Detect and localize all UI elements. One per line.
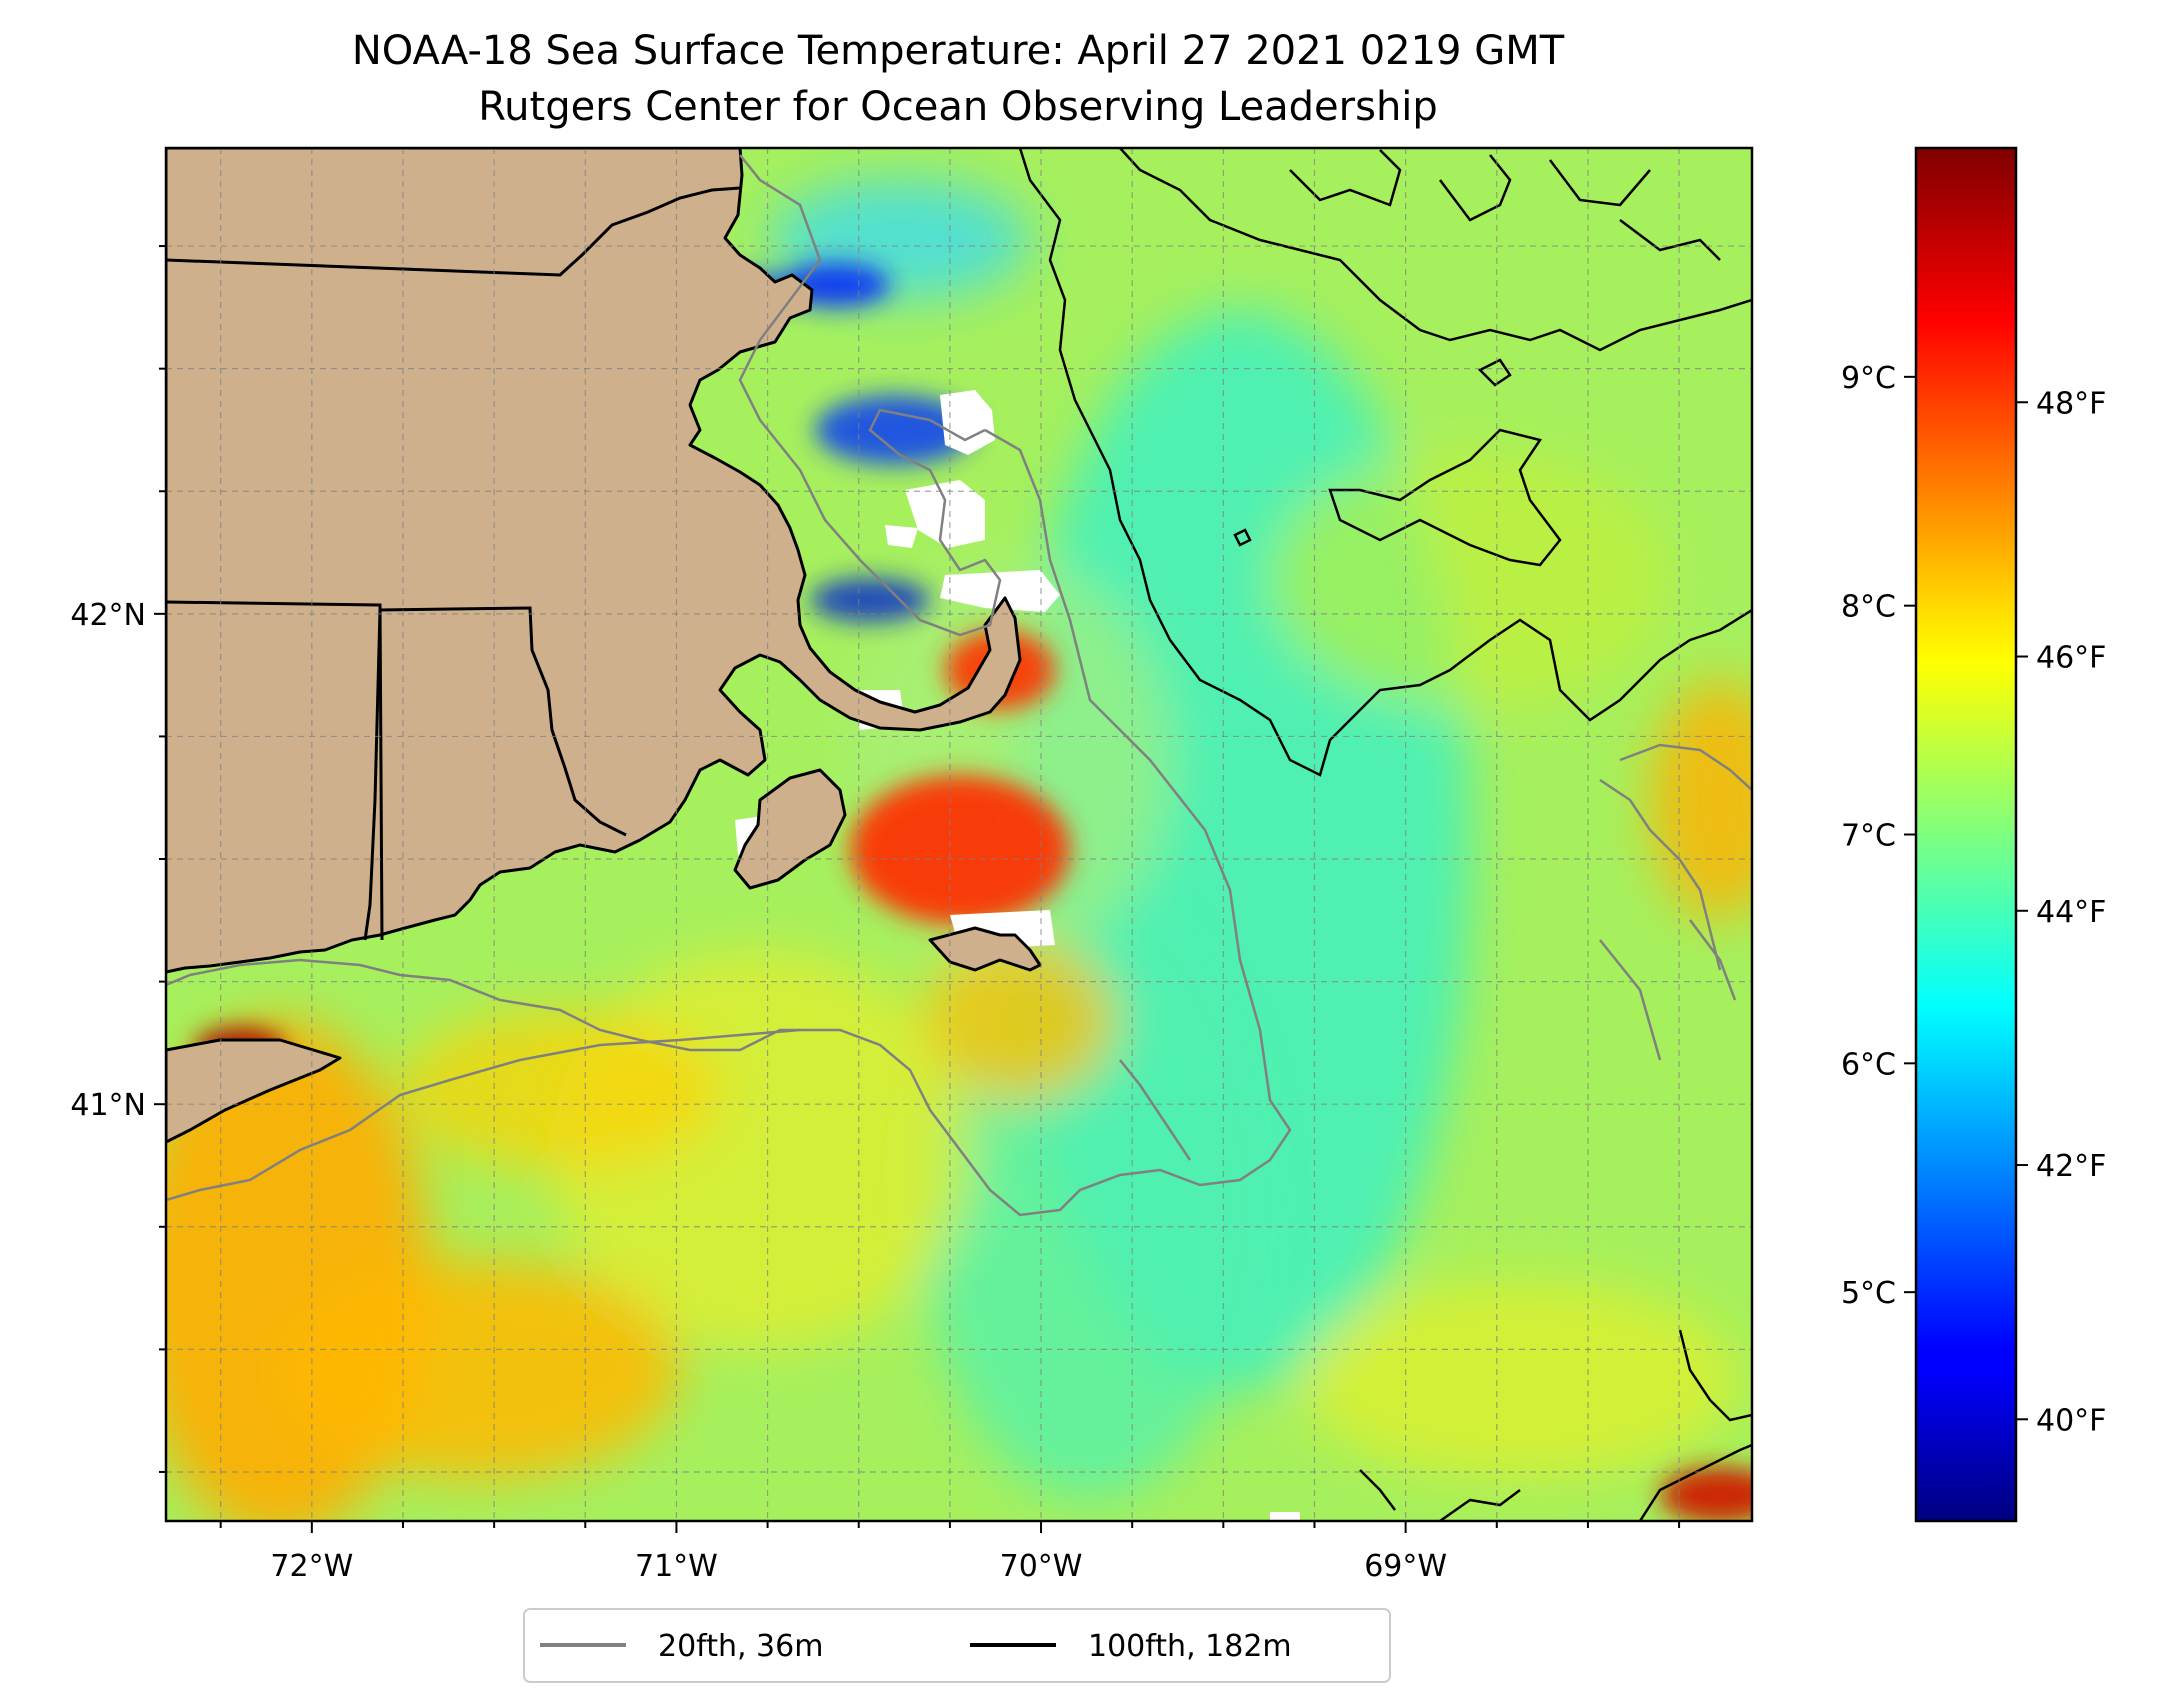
x-tick-label: 72°W: [270, 1549, 353, 1584]
graticule: [166, 148, 1752, 1521]
colorbar-celsius-label: 9°C: [1841, 361, 1896, 396]
colorbar-gradient: [1914, 146, 2018, 1523]
legend-label-100fth: 100fth, 182m: [1088, 1629, 1292, 1664]
x-tick-label: 71°W: [635, 1549, 718, 1584]
colorbar: 5°C 6°C 7°C 8°C 9°C 40°F 42°F 44°F 46°F 48°F: [1841, 146, 2106, 1523]
y-axis: 42°N 41°N: [70, 245, 166, 1473]
temperature-field: [166, 180, 1752, 1521]
colorbar-celsius-label: 6°C: [1841, 1047, 1896, 1082]
x-axis: 72°W 71°W 70°W 69°W: [219, 1521, 1681, 1584]
contours-100fth: [1018, 148, 1752, 1521]
sst-map: [166, 148, 1752, 1521]
legend[interactable]: 20fth, 36m 100fth, 182m: [523, 1608, 1391, 1683]
colorbar-fahrenheit-label: 42°F: [2036, 1149, 2106, 1184]
map-frame: [164, 146, 1754, 1523]
state-boundaries: [166, 186, 741, 941]
title-line-2: Rutgers Center for Ocean Observing Leade…: [478, 84, 1438, 130]
y-tick-label: 42°N: [70, 598, 146, 633]
colorbar-celsius-label: 7°C: [1841, 819, 1896, 854]
colorbar-fahrenheit-label: 46°F: [2036, 641, 2106, 676]
colorbar-fahrenheit-label: 44°F: [2036, 895, 2106, 930]
x-tick-label: 70°W: [1000, 1549, 1083, 1584]
colorbar-celsius-label: 5°C: [1841, 1276, 1896, 1311]
colorbar-fahrenheit-label: 48°F: [2036, 386, 2106, 421]
colorbar-celsius-label: 8°C: [1841, 590, 1896, 625]
legend-box: [523, 1608, 1391, 1683]
x-tick-label: 69°W: [1364, 1549, 1447, 1584]
colorbar-celsius-axis: 5°C 6°C 7°C 8°C 9°C: [1841, 361, 1916, 1311]
title-line-1: NOAA-18 Sea Surface Temperature: April 2…: [352, 28, 1565, 74]
temperature-hotspots: [195, 263, 1752, 1521]
y-tick-label: 41°N: [70, 1088, 146, 1123]
colorbar-fahrenheit-axis: 40°F 42°F 44°F 46°F 48°F: [2016, 386, 2106, 1438]
legend-label-20fth: 20fth, 36m: [658, 1629, 823, 1664]
colorbar-fahrenheit-label: 40°F: [2036, 1403, 2106, 1438]
contours-20fth: [166, 154, 1752, 1217]
